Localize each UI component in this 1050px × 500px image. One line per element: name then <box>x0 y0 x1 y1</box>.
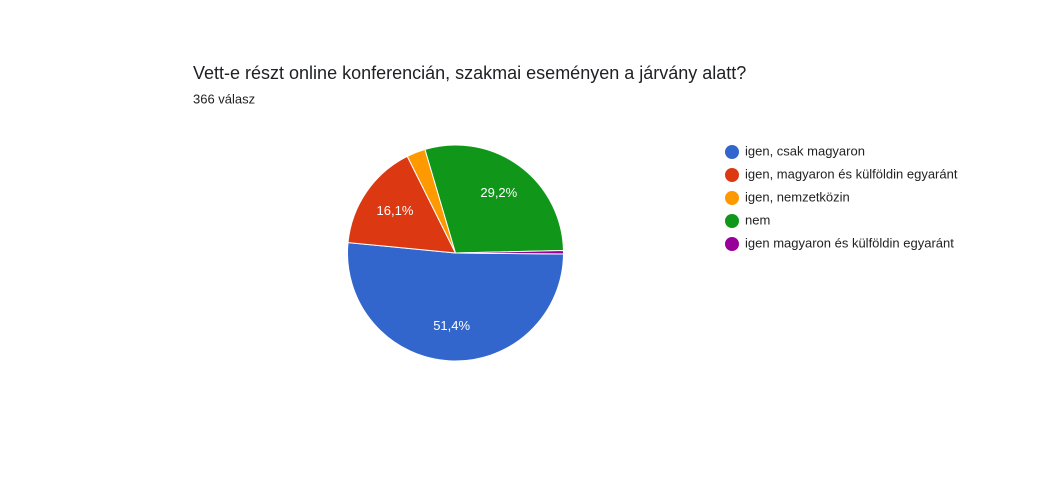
chart-subtitle: 366 válasz <box>193 91 255 106</box>
slice-label: 29,2% <box>480 185 517 200</box>
legend-marker <box>725 145 739 159</box>
legend-label: nem <box>745 212 770 227</box>
legend-label: igen, magyaron és külföldin egyaránt <box>745 166 958 181</box>
pie-slice <box>424 144 564 254</box>
pie-slice <box>455 250 564 255</box>
legend-label: igen, nemzetközin <box>745 189 850 204</box>
legend-label: igen, csak magyaron <box>745 143 865 158</box>
legend-marker <box>725 214 739 228</box>
slice-label: 16,1% <box>377 203 414 218</box>
legend-marker <box>725 191 739 205</box>
slice-label: 51,4% <box>433 318 470 333</box>
legend-marker <box>725 168 739 182</box>
pie-slice <box>347 155 457 254</box>
legend-label: igen magyaron és külföldin egyaránt <box>745 235 954 250</box>
pie-slice <box>347 242 565 362</box>
chart-title: Vett-e részt online konferencián, szakma… <box>193 63 746 83</box>
legend-marker <box>725 237 739 251</box>
